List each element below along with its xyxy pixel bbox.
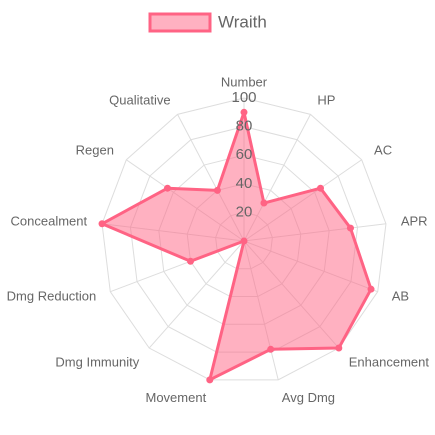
series-area	[100, 110, 373, 382]
grid-ring	[101, 97, 387, 381]
r-tick-label: 80	[236, 118, 253, 135]
data-point	[260, 199, 268, 207]
axis-label: Dmg Reduction	[7, 288, 97, 303]
axis-label: Avg Dmg	[282, 390, 335, 405]
axis-label: Number	[221, 74, 268, 89]
data-point	[346, 224, 354, 232]
spoke	[148, 240, 245, 349]
legend-swatch	[148, 12, 212, 33]
data-point	[240, 237, 248, 245]
data-point	[98, 220, 106, 228]
data-point	[367, 285, 375, 293]
r-tick-label: 40	[236, 175, 253, 192]
data-point	[316, 184, 324, 192]
axis-label: Enhancement	[349, 355, 430, 370]
axis-label: AC	[374, 143, 392, 158]
r-tick-label: 60	[236, 146, 253, 163]
axis-label: Regen	[76, 143, 114, 158]
data-point	[335, 344, 343, 352]
r-tick-label: 20	[236, 203, 253, 220]
axis-label: Concealment	[11, 213, 88, 228]
axis-label: AB	[392, 288, 409, 303]
axis-label: APR	[401, 213, 428, 228]
r-tick-label: 100	[231, 89, 256, 106]
data-point	[187, 257, 195, 265]
legend-label: Wraith	[218, 12, 267, 31]
data-point	[206, 376, 214, 384]
axis-label: HP	[317, 93, 335, 108]
data-point	[164, 184, 172, 192]
axis-label: Dmg Immunity	[55, 355, 139, 370]
axis-label: Movement	[145, 390, 206, 405]
data-point	[240, 108, 248, 116]
data-point	[213, 186, 221, 194]
data-point	[267, 345, 275, 353]
axis-label: Qualitative	[109, 93, 170, 108]
